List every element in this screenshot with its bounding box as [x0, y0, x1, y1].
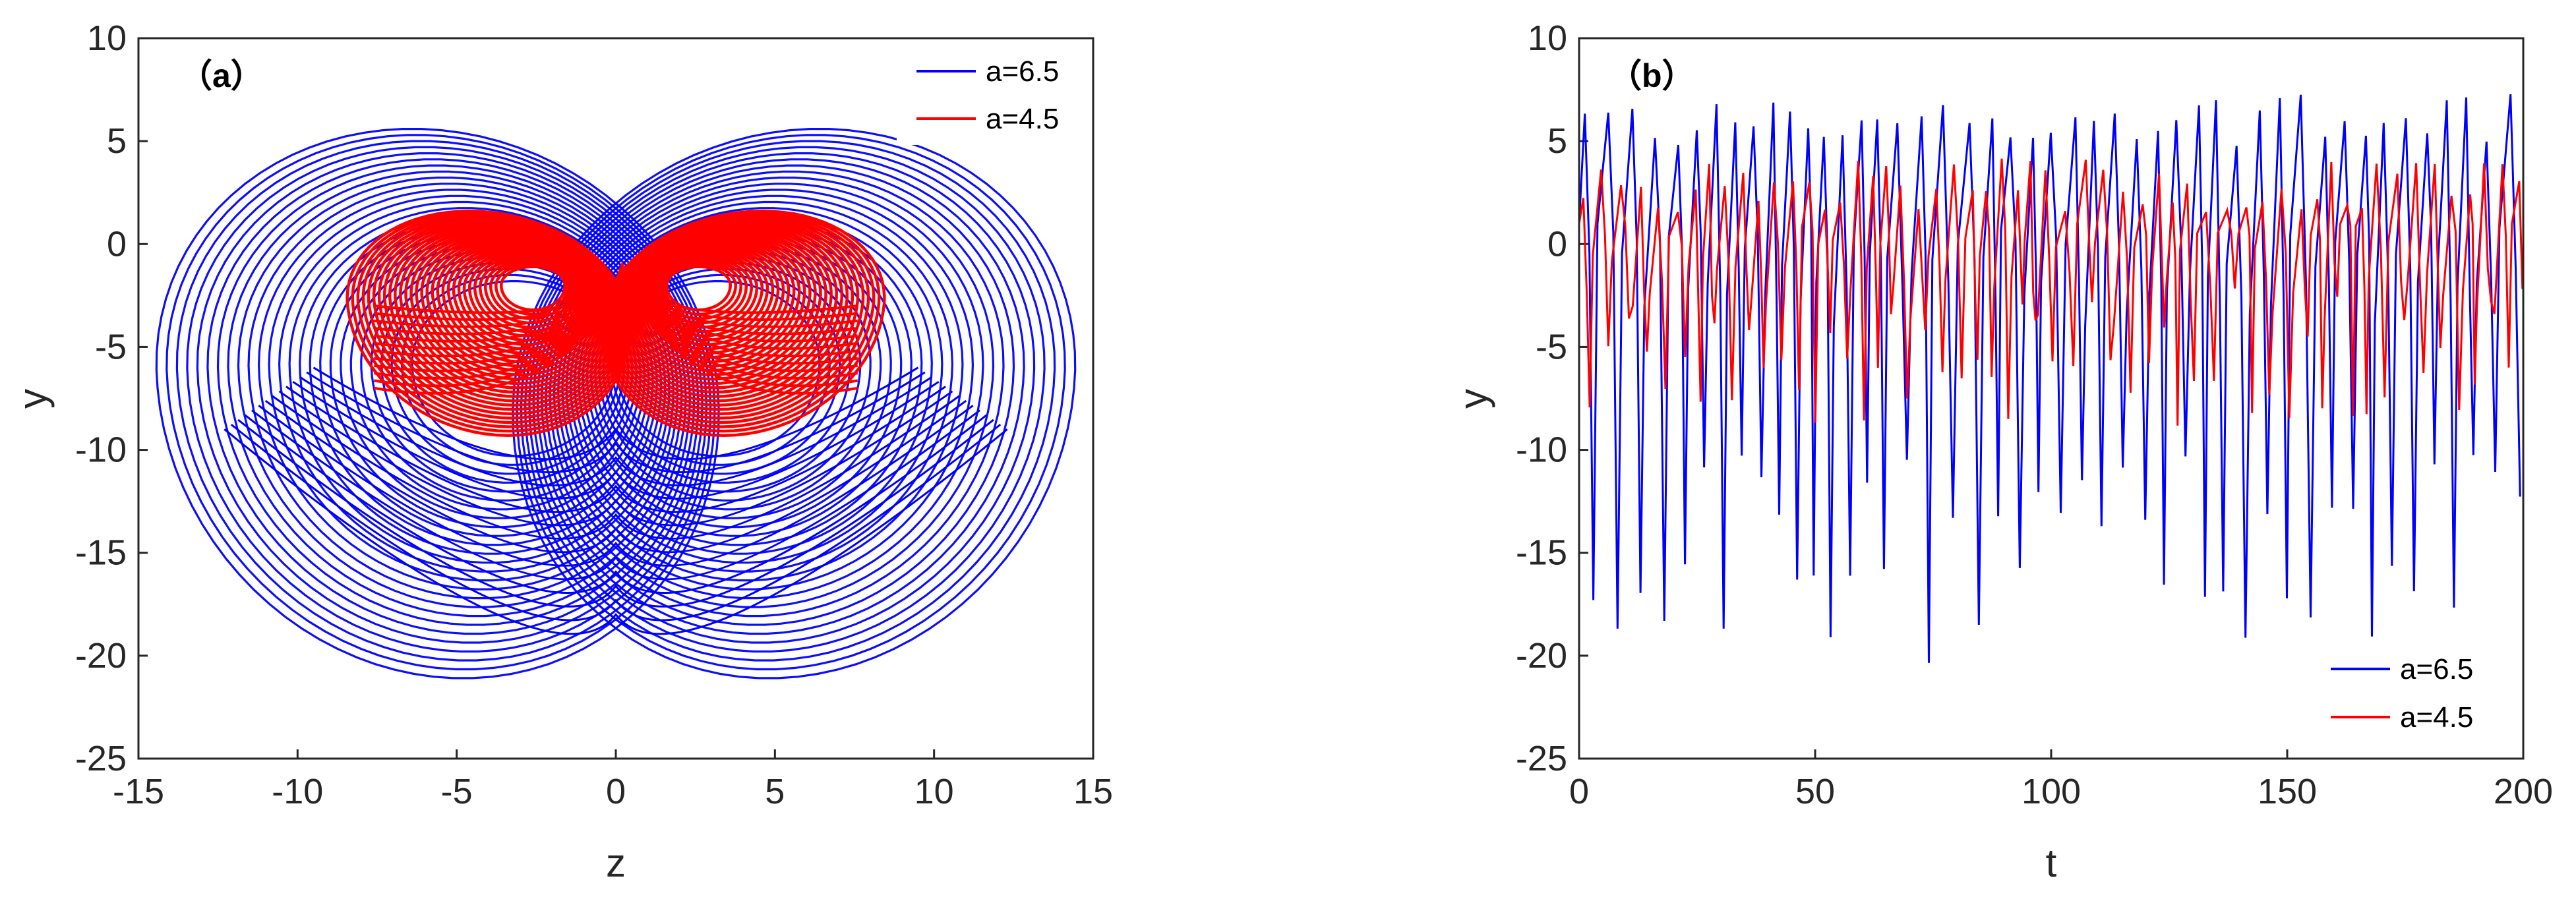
chart-a: -15 -10 -5 0 5 10 15 -25 -20 -15 -10 -5 0 5 10 （a） z y…	[11, 18, 1113, 885]
chart-a-xlabel: z	[606, 841, 626, 885]
chart-b-ytick-label-3: -10	[1516, 430, 1567, 470]
chart-b-ytick-label-4: -5	[1536, 327, 1567, 366]
chart-a-ytick-label-3: -10	[75, 430, 127, 470]
chart-b-xlabel: t	[2046, 841, 2057, 885]
chart-b-ytick-label-5: 0	[1547, 224, 1567, 264]
chart-b-legend: a=6.5 a=4.5	[2321, 643, 2512, 748]
chart-a-xtick-label-3: 0	[606, 772, 626, 811]
chart-b-plot-area	[1578, 94, 2524, 663]
chart-b-legend-label-1: a=4.5	[2400, 701, 2473, 734]
chart-b-frame	[1578, 37, 2525, 760]
chart-b-legend-box	[2321, 643, 2512, 748]
chart-a-xtick-label-5: 10	[914, 772, 954, 811]
chart-b-ylabel: y	[1451, 389, 1495, 409]
chart-a-xtick-label-1: -10	[272, 772, 323, 811]
chart-a-xtick-label-2: -5	[441, 772, 473, 811]
chart-a-xtick-label-4: 5	[765, 772, 785, 811]
chart-b-ytick-label-7: 10	[1528, 18, 1567, 58]
chart-a-frame	[137, 37, 1094, 760]
chart-a-ytick-label-4: -5	[95, 327, 127, 366]
chart-a-ylabel: y	[11, 389, 55, 409]
chart-a-ytick-label-5: 0	[107, 224, 127, 264]
chart-a-xtick-label-6: 15	[1073, 772, 1113, 811]
chart-b-ytick-label-1: -20	[1516, 636, 1567, 676]
chart-b-xtick-label-1: 50	[1795, 772, 1835, 811]
chart-a-ytick-label-1: -20	[75, 636, 127, 676]
chart-a-legend-label-1: a=4.5	[986, 103, 1059, 135]
chart-a-ytick-label-0: -25	[75, 739, 127, 778]
chart-b-legend-label-0: a=6.5	[2400, 653, 2473, 685]
chart-b-ticks: 0 50 100 150 200 -25 -20 -15 -10 -5 0 5 10	[1516, 18, 2553, 811]
chart-b-ytick-label-6: 5	[1547, 121, 1567, 161]
chart-a-plot-area	[155, 128, 1077, 680]
chart-b-panel-label: （b）	[1609, 57, 1695, 94]
chart-b-xtick-label-2: 100	[2022, 772, 2081, 811]
chart-b-series-0-line	[1578, 94, 2521, 663]
chart-b-ytick-label-2: -15	[1516, 533, 1567, 573]
chart-b-xtick-label-4: 200	[2494, 772, 2553, 811]
chart-a-legend-label-0: a=6.5	[986, 55, 1059, 88]
chart-a-panel-label: （a）	[179, 57, 264, 94]
chart-b-xtick-label-3: 150	[2258, 772, 2317, 811]
chart-b: 0 50 100 150 200 -25 -20 -15 -10 -5 0 5 10 （b） t y a…	[1451, 18, 2553, 885]
chart-a-ytick-label-6: 5	[107, 121, 127, 161]
chart-a-xtick-label-0: -15	[113, 772, 164, 811]
chart-a-legend-box	[897, 46, 1081, 145]
chart-a-ytick-label-2: -15	[75, 533, 127, 573]
chart-b-xtick-label-0: 0	[1569, 772, 1589, 811]
chart-a-ytick-label-7: 10	[87, 18, 127, 58]
chart-a-ticks: -15 -10 -5 0 5 10 15 -25 -20 -15 -10 -5 0 5 10	[75, 18, 1113, 811]
chart-b-ytick-label-0: -25	[1516, 739, 1567, 778]
chart-a-legend: a=6.5 a=4.5	[897, 46, 1081, 145]
chart-a-series-0-line	[155, 128, 1077, 680]
chart-a-series-1-line	[345, 210, 886, 437]
chart-b-series-1-line	[1578, 158, 2524, 426]
